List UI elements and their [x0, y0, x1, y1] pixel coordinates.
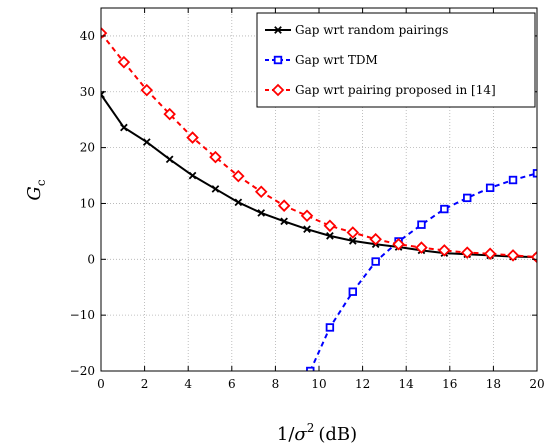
x-tick-label: 12 [355, 377, 370, 391]
data-point [483, 247, 497, 260]
x-tick-label: 20 [529, 377, 544, 391]
data-point [438, 244, 451, 257]
data-point [186, 131, 199, 144]
x-tick-label: 8 [272, 377, 280, 391]
data-point [508, 175, 518, 185]
data-point [254, 185, 268, 199]
y-axis-title-subscript: c [34, 179, 48, 186]
data-point [101, 90, 105, 99]
x-tick-label: 14 [399, 377, 415, 391]
data-point [323, 219, 337, 233]
data-point [392, 237, 405, 251]
data-point [371, 257, 380, 266]
x-tick-label: 10 [311, 377, 326, 391]
data-point [117, 55, 131, 69]
x-tick-label: 6 [228, 377, 236, 391]
series-layer [101, 26, 537, 371]
data-point [232, 169, 245, 183]
data-point [209, 150, 222, 164]
legend-item: Gap wrt TDM [265, 53, 378, 67]
svg-text:1/σ2(dB): 1/σ2 (dB) [277, 421, 357, 445]
y-tick-label: 10 [80, 196, 95, 210]
data-point [303, 225, 311, 233]
y-tick-label: 20 [80, 141, 95, 155]
legend-label: Gap wrt random pairings [295, 23, 448, 37]
x-tick-label: 16 [442, 377, 457, 391]
data-point [348, 287, 357, 296]
data-point [120, 123, 128, 132]
data-point [165, 155, 174, 164]
data-point [348, 237, 357, 245]
series-2 [101, 26, 537, 264]
legend-marker [271, 83, 285, 97]
data-point [257, 209, 266, 217]
data-point [463, 193, 472, 203]
legend-marker [273, 55, 283, 65]
data-point [506, 249, 520, 262]
data-point [300, 209, 314, 223]
y-tick-label: −10 [70, 308, 95, 322]
legend-item: Gap wrt pairing proposed in [14] [265, 83, 496, 97]
data-point [532, 169, 537, 178]
data-point [415, 241, 428, 254]
data-point [142, 138, 151, 146]
x-tick-label: 18 [486, 377, 501, 391]
legend: Gap wrt random pairings Gap wrt TDM Gap wr… [256, 12, 536, 108]
legend-item: Gap wrt random pairings [265, 23, 448, 37]
axis-ticks: 0 2 4 6 8 10 12 14 16 18 20 −20 −10 0 10 20 30 40 [70, 8, 545, 391]
data-point [306, 366, 315, 371]
data-point [163, 107, 176, 121]
legend-label: Gap wrt pairing proposed in [14] [295, 83, 496, 97]
svg-text:Gc: Gc [24, 179, 48, 200]
y-tick-label: 0 [87, 252, 95, 266]
data-point [485, 183, 495, 193]
legend-marker [274, 26, 282, 34]
y-axis-title: Gc [24, 179, 48, 200]
data-point [211, 185, 220, 193]
x-tick-label: 0 [97, 377, 105, 391]
data-point [234, 198, 243, 207]
data-point [369, 232, 382, 246]
series-line [309, 172, 537, 371]
y-tick-label: 30 [80, 85, 95, 99]
x-tick-label: 4 [184, 377, 192, 391]
x-tick-label: 2 [141, 377, 149, 391]
data-point [188, 171, 197, 180]
x-axis-title: 1/σ2 (dB) [277, 421, 357, 445]
data-point [325, 323, 335, 332]
data-point [460, 246, 474, 259]
y-tick-label: −20 [70, 364, 95, 378]
data-point [326, 232, 334, 240]
data-point [280, 217, 288, 226]
data-point [346, 226, 360, 239]
legend-label: Gap wrt TDM [295, 53, 378, 67]
data-point [417, 220, 426, 229]
series-1 [306, 169, 537, 371]
series-line [101, 32, 537, 259]
data-point [440, 204, 449, 214]
y-tick-label: 40 [80, 29, 95, 43]
data-point [277, 199, 291, 212]
legend-box [256, 12, 536, 108]
data-point [140, 83, 154, 97]
